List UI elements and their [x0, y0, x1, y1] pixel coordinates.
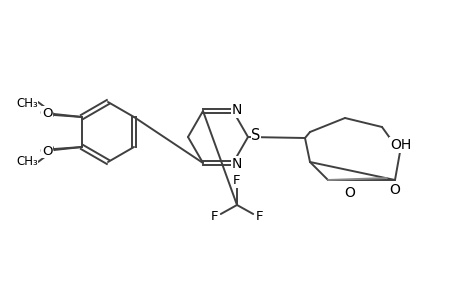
Text: S: S: [251, 128, 260, 142]
Text: O: O: [42, 145, 52, 158]
Text: O: O: [389, 183, 400, 197]
Text: O: O: [344, 186, 355, 200]
Text: O: O: [43, 142, 53, 155]
Text: N: N: [231, 157, 241, 171]
Text: O: O: [43, 109, 53, 122]
Text: F: F: [233, 175, 240, 188]
Text: CH₃: CH₃: [16, 154, 38, 167]
Text: F: F: [255, 209, 263, 223]
Text: CH₃: CH₃: [16, 97, 38, 110]
Text: S: S: [251, 130, 260, 144]
Text: OH: OH: [389, 138, 410, 152]
Text: O: O: [42, 106, 52, 119]
Text: F: F: [211, 209, 218, 223]
Text: O: O: [39, 106, 49, 119]
Text: O: O: [39, 145, 49, 158]
Text: N: N: [231, 103, 241, 117]
